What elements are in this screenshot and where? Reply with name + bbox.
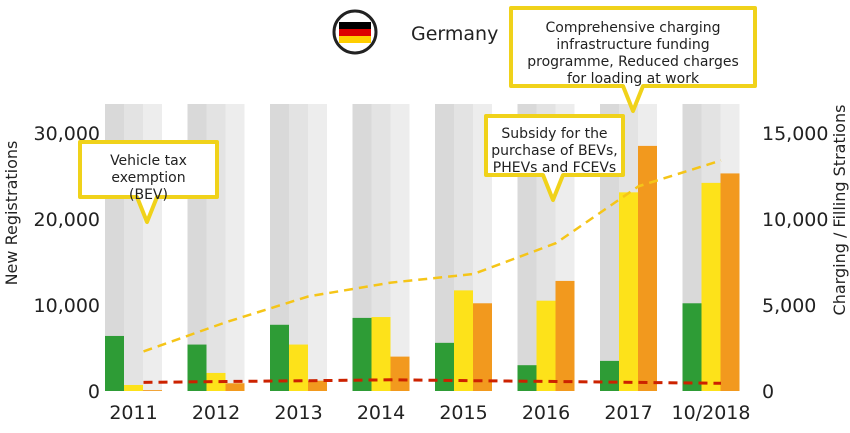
bar <box>105 335 124 391</box>
bar <box>270 324 289 391</box>
y-tick-label-left: 20,000 <box>34 209 100 231</box>
annotation-text: (BEV) <box>129 187 168 203</box>
x-tick-labels: 2011 2012 2013 2014 2015 2016 2017 10/2018 <box>109 402 750 424</box>
y-tick-label-left: 10,000 <box>34 295 100 317</box>
bar <box>289 344 308 391</box>
x-tick-label: 2014 <box>357 402 405 424</box>
background-band <box>308 104 327 391</box>
annotation-text: programme, Reduced charges <box>527 54 738 70</box>
x-tick-label: 2013 <box>274 402 322 424</box>
series-line <box>143 159 722 353</box>
bar <box>435 342 454 391</box>
bar <box>517 365 537 391</box>
bar <box>371 317 391 391</box>
right-axis-title: Charging / Filling Strations <box>830 105 849 316</box>
x-tick-label: 10/2018 <box>672 402 751 424</box>
series-line <box>143 378 722 385</box>
bar <box>124 384 143 391</box>
bar <box>206 372 226 391</box>
x-tick-label: 2011 <box>109 402 157 424</box>
bar <box>536 300 556 391</box>
y-tick-label-right: 15,000 <box>762 123 828 145</box>
annotation-text: Comprehensive charging <box>545 20 720 36</box>
annotation-text: for loading at work <box>567 71 700 87</box>
y-tick-label-right: 5,000 <box>762 295 816 317</box>
annotation-text: PHEVs and FCEVs <box>493 160 616 176</box>
bar <box>720 173 740 391</box>
left-axis-title: New Registrations <box>2 141 21 286</box>
bar <box>682 303 702 391</box>
country-title: Germany <box>411 23 498 45</box>
bar <box>473 303 492 391</box>
bar <box>555 280 575 391</box>
background-band <box>390 104 410 391</box>
bar <box>352 317 372 391</box>
bars <box>105 145 740 391</box>
bar <box>143 390 162 391</box>
bar <box>619 192 638 391</box>
x-tick-label: 2016 <box>522 402 570 424</box>
bar <box>308 380 327 391</box>
bar <box>454 290 473 391</box>
left-tick-labels: 0 10,000 20,000 30,000 <box>34 123 100 403</box>
annotation-text: infrastructure funding <box>556 37 709 53</box>
background-band <box>289 104 308 391</box>
x-tick-label: 2017 <box>604 402 652 424</box>
annotation-text: exemption <box>111 170 185 186</box>
bar <box>638 145 657 391</box>
bar <box>390 356 410 391</box>
x-tick-label: 2015 <box>439 402 487 424</box>
annotation-text: purchase of BEVs, <box>491 143 617 159</box>
bar <box>187 344 207 391</box>
y-tick-label-right: 0 <box>762 381 774 403</box>
annotation-text: Subsidy for the <box>501 126 607 142</box>
bar <box>225 383 245 391</box>
annotation-text: Vehicle tax <box>110 153 187 169</box>
y-tick-label-left: 30,000 <box>34 123 100 145</box>
y-tick-label-left: 0 <box>88 381 100 403</box>
x-tick-label: 2012 <box>192 402 240 424</box>
bar <box>600 360 619 391</box>
trend-lines <box>143 159 722 385</box>
germany-flag-icon <box>332 9 378 55</box>
y-tick-label-right: 10,000 <box>762 209 828 231</box>
background-band <box>270 104 289 391</box>
background-band <box>225 104 245 391</box>
background-band <box>435 104 454 391</box>
right-tick-labels: 0 5,000 10,000 15,000 <box>762 123 828 403</box>
bar <box>701 182 721 391</box>
